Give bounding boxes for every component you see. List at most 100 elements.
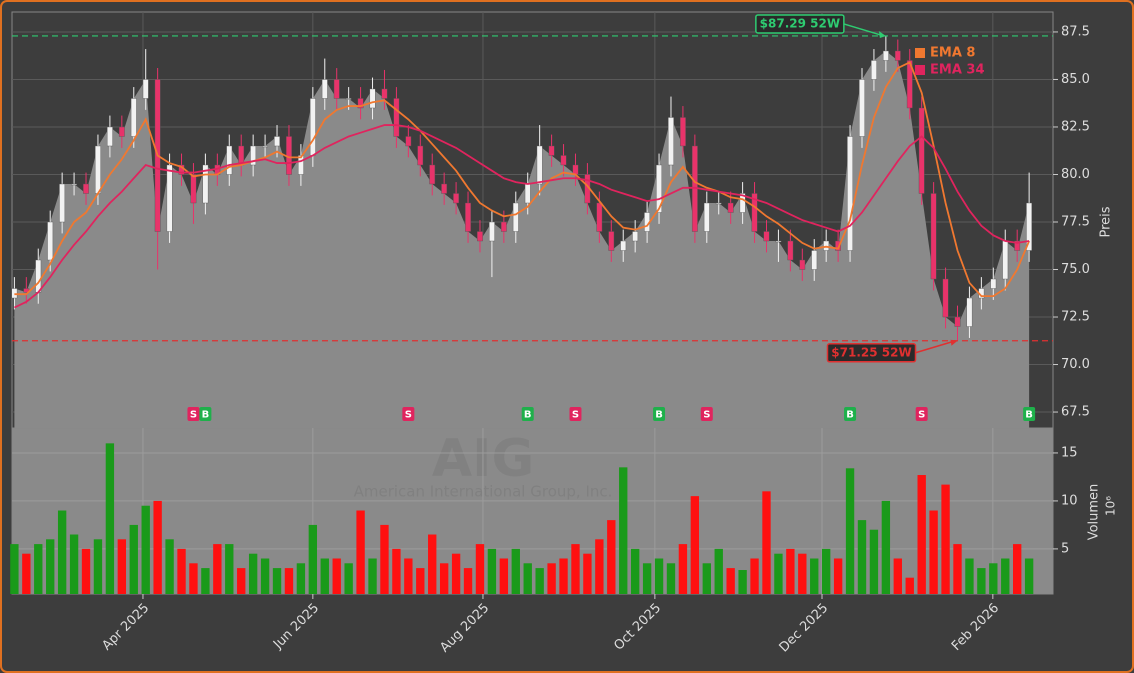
volume-bar (463, 568, 473, 594)
candle-body (321, 79, 328, 99)
volume-bar (666, 563, 676, 594)
candle-body (620, 240, 627, 251)
candle-body (668, 117, 674, 166)
volume-bar (380, 524, 389, 594)
candle-body (274, 136, 280, 147)
y-tick-label: 67.5 (1061, 405, 1090, 420)
price-area (14, 50, 1030, 428)
volume-bar (260, 558, 270, 594)
candle-body (142, 79, 149, 99)
candle-body (715, 202, 722, 205)
volume-bar (989, 563, 998, 594)
candle-body (942, 278, 949, 318)
candle-body (512, 202, 519, 232)
signal-marker (653, 407, 666, 421)
candle-body (572, 164, 579, 175)
volume-bar (428, 534, 437, 594)
volume-bar (284, 568, 294, 594)
volume-bar (929, 510, 938, 594)
volume-bar (487, 548, 497, 594)
candle-body (441, 183, 448, 194)
candle-body (680, 117, 686, 147)
volume-bar (10, 544, 19, 594)
volume-bar (189, 563, 198, 594)
volume-bar (57, 510, 67, 594)
volume-bar (821, 548, 831, 594)
y-axis-unit: 10⁶ (1104, 496, 1118, 516)
signal-label: B (524, 410, 532, 421)
volume-bar (1024, 558, 1034, 594)
volume-bar (559, 558, 568, 594)
volume-bar (416, 568, 425, 594)
signal-label: S (405, 410, 412, 421)
volume-bar (642, 563, 652, 594)
signal-marker (915, 407, 928, 421)
volume-bar (702, 563, 711, 594)
volume-bar (881, 500, 891, 594)
volume-bar (141, 505, 150, 594)
legend-label: EMA 34 (930, 63, 985, 78)
candle-body (226, 145, 233, 175)
signal-label: B (655, 410, 663, 421)
candle-body (190, 174, 197, 204)
y-axis-label: Preis (1099, 206, 1114, 237)
ema-line (14, 61, 1030, 298)
candle-body (775, 240, 782, 243)
candle-body (429, 164, 436, 185)
candle-body (345, 98, 352, 100)
volume-bar (320, 558, 329, 594)
volume-bar (571, 544, 580, 594)
signal-marker (1023, 407, 1036, 421)
candle-body (990, 278, 997, 289)
signal-marker (569, 407, 582, 421)
candle-body (298, 155, 304, 175)
candle-body (417, 145, 424, 166)
volume-bar (619, 467, 628, 594)
y-tick-label: 15 (1061, 445, 1078, 460)
candle-body (286, 136, 292, 175)
y-tick-label: 5 (1061, 541, 1069, 556)
volume-bar (833, 558, 843, 594)
candle-body (906, 60, 913, 109)
volume-bar (69, 534, 79, 594)
volume-bar (165, 539, 174, 594)
legend-marker (915, 48, 925, 58)
volume-bar (1001, 558, 1010, 594)
volume-bar (332, 558, 341, 594)
volume-bar (738, 570, 747, 594)
volume-bar (1013, 544, 1022, 594)
y-tick-label: 85.0 (1061, 72, 1090, 87)
volume-bar (439, 563, 449, 594)
volume-bar (475, 544, 485, 594)
candle-body (333, 79, 340, 99)
arrow-head (950, 339, 958, 346)
annotation-label: $71.25 52W (831, 345, 911, 359)
volume-bar (344, 563, 353, 594)
y-tick-label: 77.5 (1061, 214, 1090, 229)
candle-body (1014, 240, 1021, 251)
y-tick-label: 82.5 (1061, 119, 1090, 134)
volume-bar (535, 568, 544, 594)
volume-bar (965, 558, 974, 594)
candle-body (882, 50, 889, 61)
candle-body (393, 98, 400, 137)
candle-body (930, 193, 937, 280)
candle-body (47, 221, 54, 261)
signal-marker (402, 407, 415, 421)
candle-body (656, 164, 662, 213)
candle-body (536, 145, 543, 185)
volume-bar (81, 548, 91, 594)
candle-body (59, 183, 66, 223)
candle-body (871, 60, 877, 80)
volume-bar (248, 553, 258, 594)
ema-line (13, 124, 1030, 309)
signal-label: B (202, 410, 210, 421)
volume-bar (237, 568, 246, 594)
candle-body (250, 145, 257, 166)
annotation-arrow (843, 23, 885, 37)
signal-label: S (703, 410, 710, 421)
volume-bar (272, 568, 282, 594)
plot-layer: forexsignale.tradeAIGAmerican Internatio… (10, 12, 1118, 656)
volume-bar (523, 563, 532, 594)
